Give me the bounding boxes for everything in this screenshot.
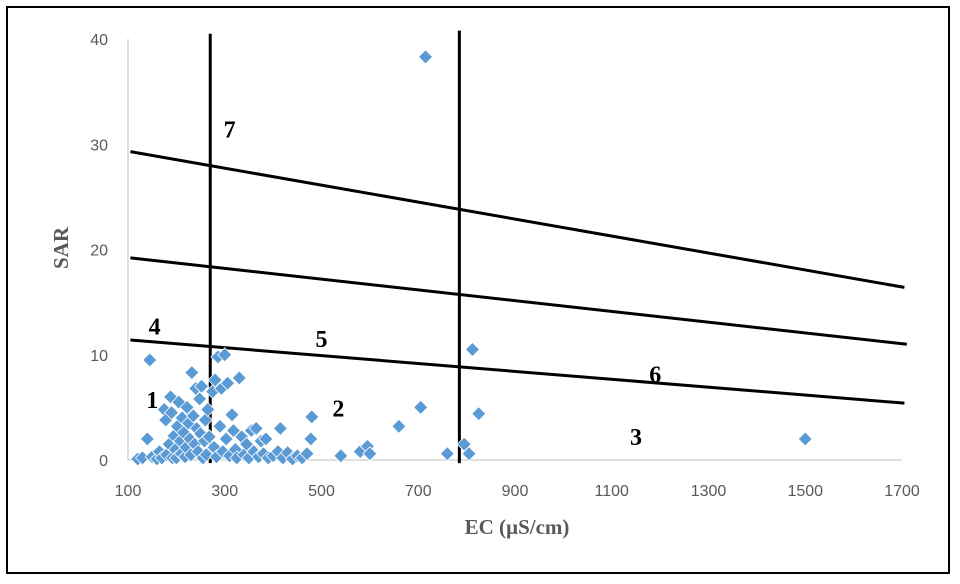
y-tick-label: 20 bbox=[90, 243, 108, 260]
data-points bbox=[130, 49, 813, 467]
data-point bbox=[220, 375, 236, 391]
data-point bbox=[231, 370, 247, 386]
x-tick-label: 1500 bbox=[787, 483, 823, 500]
zone-label: 5 bbox=[316, 327, 328, 353]
data-point bbox=[163, 405, 180, 421]
data-point bbox=[258, 431, 274, 447]
data-point bbox=[333, 448, 349, 464]
data-point bbox=[413, 399, 429, 415]
chart-frame bbox=[6, 6, 950, 574]
zone-label: 7 bbox=[224, 118, 236, 144]
x-tick-label: 900 bbox=[502, 483, 529, 500]
data-point bbox=[218, 431, 234, 447]
zone-label: 6 bbox=[649, 363, 661, 389]
data-point bbox=[198, 447, 214, 463]
data-point bbox=[362, 446, 378, 462]
data-point bbox=[272, 420, 288, 436]
data-point bbox=[464, 341, 480, 358]
y-axis-title: SAR bbox=[49, 226, 73, 269]
data-point bbox=[248, 420, 264, 436]
data-point bbox=[471, 406, 487, 422]
data-point bbox=[439, 446, 455, 462]
data-point bbox=[200, 401, 216, 418]
x-tick-label: 700 bbox=[405, 483, 432, 500]
data-point bbox=[797, 431, 813, 447]
axes bbox=[127, 39, 902, 461]
data-point bbox=[417, 49, 434, 65]
data-point bbox=[185, 408, 201, 424]
classification-line bbox=[130, 256, 908, 346]
classification-lines bbox=[130, 30, 908, 464]
data-point bbox=[139, 431, 155, 447]
data-point bbox=[184, 365, 200, 381]
data-point bbox=[212, 418, 228, 434]
data-point bbox=[224, 407, 240, 423]
zone-label: 1 bbox=[146, 388, 158, 414]
x-tick-label: 1700 bbox=[884, 483, 920, 500]
x-tick-label: 300 bbox=[211, 483, 238, 500]
classification-line bbox=[130, 338, 905, 405]
data-point bbox=[192, 391, 208, 407]
x-tick-label: 1300 bbox=[691, 483, 727, 500]
data-point bbox=[304, 409, 320, 425]
data-point bbox=[238, 436, 255, 452]
data-point bbox=[303, 431, 319, 447]
y-tick-label: 0 bbox=[99, 453, 108, 470]
zone-label: 4 bbox=[149, 314, 161, 340]
data-point bbox=[201, 429, 217, 445]
x-axis-title: EC (µS/cm) bbox=[465, 515, 570, 539]
x-tick-label: 100 bbox=[115, 483, 142, 500]
data-point bbox=[207, 372, 223, 388]
x-tick-label: 500 bbox=[308, 483, 335, 500]
classification-line bbox=[130, 150, 905, 289]
zone-labels: 1 2 3 4 5 6 7 bbox=[146, 118, 661, 451]
data-point bbox=[217, 347, 233, 363]
x-tick-label: 1100 bbox=[595, 483, 630, 500]
data-point bbox=[299, 446, 315, 462]
y-tick-label: 10 bbox=[90, 348, 108, 365]
zone-label: 2 bbox=[332, 396, 344, 422]
data-point bbox=[461, 446, 477, 462]
y-tick-label: 30 bbox=[90, 137, 108, 154]
data-point bbox=[142, 352, 158, 368]
x-tick-labels: 100 300 500 700 900 1100 1300 1500 1700 bbox=[115, 483, 920, 500]
data-point bbox=[391, 418, 407, 434]
y-tick-labels: 0 10 20 30 40 bbox=[90, 32, 108, 470]
y-tick-label: 40 bbox=[90, 32, 108, 49]
zone-label: 3 bbox=[630, 425, 642, 451]
data-point bbox=[197, 412, 213, 428]
data-point bbox=[193, 378, 210, 394]
data-point bbox=[179, 399, 195, 415]
